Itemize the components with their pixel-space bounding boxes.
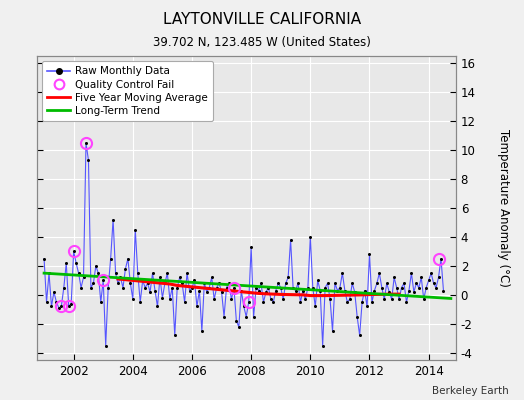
Text: Berkeley Earth: Berkeley Earth [432,386,508,396]
Text: LAYTONVILLE CALIFORNIA: LAYTONVILLE CALIFORNIA [163,12,361,27]
Legend: Raw Monthly Data, Quality Control Fail, Five Year Moving Average, Long-Term Tren: Raw Monthly Data, Quality Control Fail, … [42,61,213,121]
Text: 39.702 N, 123.485 W (United States): 39.702 N, 123.485 W (United States) [153,36,371,49]
Y-axis label: Temperature Anomaly (°C): Temperature Anomaly (°C) [497,129,509,287]
